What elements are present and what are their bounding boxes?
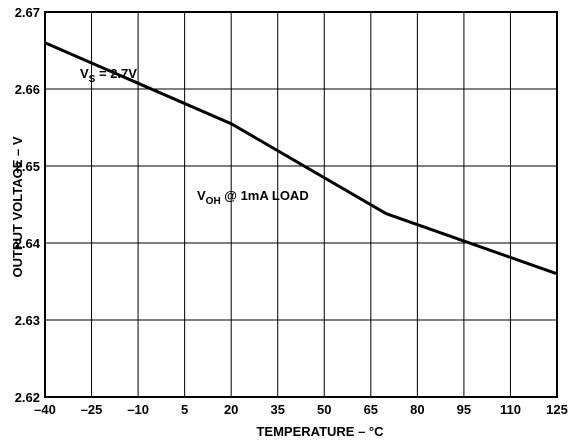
voh-annotation-rest: @ 1mA LOAD: [221, 188, 309, 203]
vs-annotation-rest: = 2.7V: [95, 66, 137, 81]
x-tick-label: 20: [224, 402, 238, 417]
y-tick-label: 2.62: [15, 390, 40, 405]
y-tick-label: 2.64: [15, 236, 41, 251]
x-tick-label: 80: [410, 402, 424, 417]
voh-annotation: VOH @ 1mA LOAD: [197, 188, 309, 207]
x-tick-label: 5: [181, 402, 188, 417]
vs-annotation: VS = 2.7V: [80, 66, 137, 85]
y-tick-label: 2.65: [15, 159, 40, 174]
x-tick-label: 65: [364, 402, 378, 417]
voh-annotation-main: V: [197, 188, 206, 203]
x-tick-label: 125: [546, 402, 568, 417]
x-tick-label: 95: [457, 402, 471, 417]
x-tick-label: 50: [317, 402, 331, 417]
x-tick-label: –25: [81, 402, 103, 417]
vs-annotation-sub: S: [89, 74, 96, 85]
grid-lines: [45, 12, 557, 397]
y-axis-label: OUTPUT VOLTAGE – V: [10, 136, 25, 277]
y-tick-labels: 2.62 2.63 2.64 2.65 2.66 2.67: [15, 5, 41, 405]
x-tick-labels: –40 –25 –10 5 20 35 50 65 80 95 110 125: [34, 402, 568, 417]
plot-frame: [44, 11, 558, 398]
vs-annotation-main: V: [80, 66, 89, 81]
y-tick-label: 2.63: [15, 313, 40, 328]
y-tick-label: 2.66: [15, 82, 40, 97]
y-tick-label: 2.67: [15, 5, 40, 20]
series-line: [44, 41, 558, 276]
x-tick-label: –10: [127, 402, 149, 417]
x-tick-label: 35: [270, 402, 284, 417]
voh-annotation-sub: OH: [206, 196, 221, 207]
series-group: [44, 41, 558, 276]
x-tick-label: –40: [34, 402, 56, 417]
x-axis-label: TEMPERATURE – °C: [256, 424, 384, 439]
x-tick-label: 110: [500, 402, 521, 417]
